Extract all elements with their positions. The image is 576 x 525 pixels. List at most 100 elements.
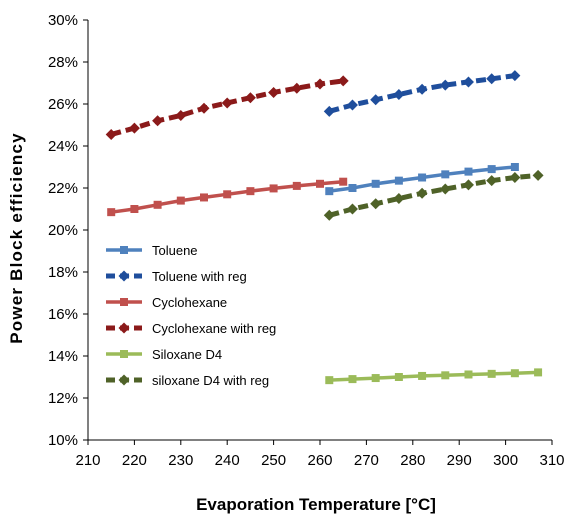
legend-marker xyxy=(118,322,130,334)
data-point xyxy=(175,110,187,122)
y-tick-label: 24% xyxy=(48,138,78,155)
legend-entry: siloxane D4 with reg xyxy=(106,373,269,388)
y-tick-label: 14% xyxy=(48,348,78,365)
y-tick-label: 20% xyxy=(48,222,78,239)
x-tick-label: 280 xyxy=(400,452,425,469)
legend-entry: Toluene xyxy=(106,243,198,258)
data-point xyxy=(464,370,473,379)
legend-entry: Cyclohexane with reg xyxy=(106,321,276,336)
data-point xyxy=(394,373,403,381)
data-point xyxy=(223,190,232,199)
data-point xyxy=(268,86,280,98)
series-4 xyxy=(325,368,543,385)
data-point xyxy=(532,169,544,181)
series-layer xyxy=(105,70,544,385)
legend-marker xyxy=(120,350,128,358)
legend-marker xyxy=(120,246,128,254)
data-point xyxy=(269,184,278,193)
y-tick-label: 26% xyxy=(48,96,78,113)
x-axis-title: Evaporation Temperature [°C] xyxy=(196,495,436,514)
data-point xyxy=(244,92,256,104)
x-tick-label: 310 xyxy=(539,452,564,469)
series-line xyxy=(329,370,539,382)
data-point xyxy=(510,163,519,171)
data-point xyxy=(325,376,334,385)
y-tick-label: 16% xyxy=(48,306,78,323)
data-point xyxy=(337,75,349,87)
data-point xyxy=(348,184,357,192)
data-point xyxy=(323,105,335,117)
legend-entry: Siloxane D4 xyxy=(106,347,222,362)
data-point xyxy=(464,167,473,176)
series-1 xyxy=(323,70,521,117)
x-tick-label: 210 xyxy=(75,452,100,469)
data-point xyxy=(128,122,140,134)
data-point xyxy=(393,89,405,101)
data-point xyxy=(323,209,335,221)
legend-label: Cyclohexane xyxy=(152,295,227,310)
data-point xyxy=(370,198,382,210)
x-tick-label: 250 xyxy=(261,452,286,469)
data-point xyxy=(153,200,162,209)
legend-label: Cyclohexane with reg xyxy=(152,321,276,336)
data-point xyxy=(487,165,496,174)
x-tick-label: 220 xyxy=(122,452,147,469)
data-point xyxy=(534,368,543,377)
data-point xyxy=(393,193,405,204)
legend-entry: Cyclohexane xyxy=(106,295,227,310)
data-point xyxy=(441,371,450,380)
data-point xyxy=(221,97,233,109)
data-point xyxy=(130,205,139,213)
x-tick-label: 240 xyxy=(215,452,240,469)
data-point xyxy=(107,208,116,217)
data-point xyxy=(418,371,427,380)
x-tick-label: 270 xyxy=(354,452,379,469)
axes: 10% 12% 14% 16% 18% 20% 22% 24% 26% 28% 30% 210 220 2… xyxy=(48,12,565,469)
data-point xyxy=(509,172,521,183)
data-point xyxy=(314,78,326,90)
legend-label: Siloxane D4 xyxy=(152,347,222,362)
data-point xyxy=(292,181,301,190)
data-point xyxy=(441,170,450,179)
data-point xyxy=(325,187,334,196)
data-point xyxy=(105,128,117,140)
data-point xyxy=(510,369,519,378)
legend-label: Toluene xyxy=(152,243,198,258)
data-point xyxy=(509,70,521,82)
series-2 xyxy=(107,177,348,217)
legend-label: Toluene with reg xyxy=(152,269,247,284)
y-axis-title: Power Block efficiency xyxy=(7,132,26,344)
y-tick-label: 18% xyxy=(48,264,78,281)
legend-marker xyxy=(118,270,130,282)
x-tick-label: 260 xyxy=(307,452,332,469)
y-tick-label: 10% xyxy=(48,432,78,449)
data-point xyxy=(416,187,428,199)
data-point xyxy=(370,94,382,106)
data-point xyxy=(176,196,185,205)
legend-label: siloxane D4 with reg xyxy=(152,373,269,388)
data-point xyxy=(487,369,496,378)
y-tick-label: 28% xyxy=(48,54,78,71)
y-tick-label: 22% xyxy=(48,180,78,197)
data-point xyxy=(316,179,324,188)
data-point xyxy=(200,193,208,202)
data-point xyxy=(439,183,451,195)
data-point xyxy=(152,115,164,127)
data-point xyxy=(339,177,348,186)
data-point xyxy=(416,83,428,95)
data-point xyxy=(346,99,358,111)
y-tick-label: 30% xyxy=(48,12,78,29)
data-point xyxy=(486,175,498,187)
legend-marker xyxy=(120,298,128,306)
data-point xyxy=(418,173,427,182)
data-point xyxy=(198,102,210,114)
data-point xyxy=(462,179,474,191)
data-point xyxy=(348,375,357,384)
data-point xyxy=(371,179,380,188)
legend-marker xyxy=(118,374,130,386)
x-tick-label: 290 xyxy=(447,452,472,469)
series-5 xyxy=(323,169,544,221)
x-tick-label: 300 xyxy=(493,452,518,469)
data-point xyxy=(371,374,380,383)
